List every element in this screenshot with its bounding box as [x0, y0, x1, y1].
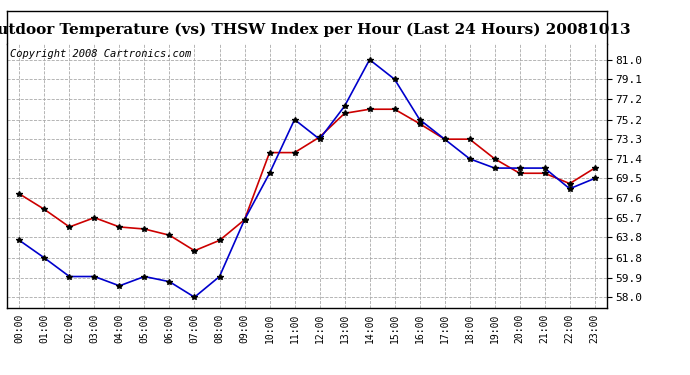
- Text: Copyright 2008 Cartronics.com: Copyright 2008 Cartronics.com: [10, 50, 191, 59]
- Text: Outdoor Temperature (vs) THSW Index per Hour (Last 24 Hours) 20081013: Outdoor Temperature (vs) THSW Index per …: [0, 22, 631, 36]
